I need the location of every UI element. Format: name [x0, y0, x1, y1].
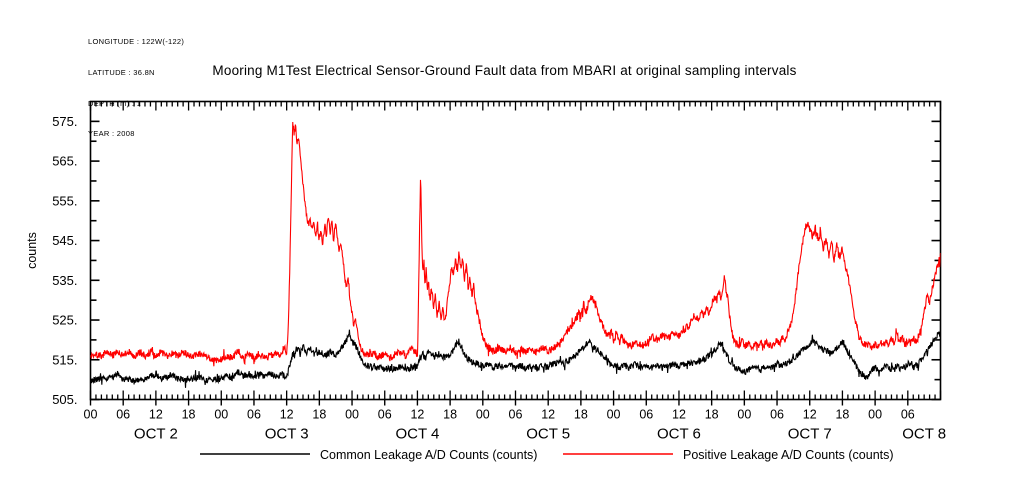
x-tick-label: 18: [574, 408, 588, 422]
x-tick-label: 12: [541, 408, 555, 422]
legend-label: Common Leakage A/D Counts (counts): [320, 448, 537, 462]
x-tick-label: 00: [84, 408, 98, 422]
metadata-year: YEAR : 2008: [88, 129, 135, 139]
x-tick-label: 18: [443, 408, 457, 422]
x-tick-label: 18: [182, 408, 196, 422]
x-tick-label: 06: [378, 408, 392, 422]
y-tick-label: 545.: [52, 233, 77, 248]
x-tick-label: 00: [868, 408, 882, 422]
x-tick-label: 18: [705, 408, 719, 422]
x-day-label: OCT 8: [902, 426, 946, 443]
x-day-label: OCT 3: [265, 426, 309, 443]
legend-label: Positive Leakage A/D Counts (counts): [683, 448, 894, 462]
chart-title: Mooring M1Test Electrical Sensor-Ground …: [212, 63, 797, 78]
x-day-label: OCT 4: [395, 426, 439, 443]
y-tick-label: 515.: [52, 352, 77, 367]
y-tick-label: 575.: [52, 114, 77, 129]
x-day-label: OCT 2: [134, 426, 178, 443]
metadata-depth: DEPTH (m) : 1: [88, 98, 142, 108]
y-axis-label: counts: [25, 232, 39, 269]
x-tick-label: 12: [410, 408, 424, 422]
series-line-positive-leakage: [90, 121, 941, 367]
x-tick-label: 06: [509, 408, 523, 422]
x-tick-label: 00: [476, 408, 490, 422]
x-tick-label: 00: [737, 408, 751, 422]
plot-frame: [89, 100, 942, 401]
x-tick-label: 12: [149, 408, 163, 422]
x-day-label: OCT 6: [657, 426, 701, 443]
y-tick-label: 535.: [52, 273, 77, 288]
x-tick-label: 00: [345, 408, 359, 422]
metadata-longitude: LONGITUDE : 122W(-122): [88, 37, 185, 47]
chart-legend: Common Leakage A/D Counts (counts) Positi…: [200, 448, 894, 462]
x-tick-label: 06: [639, 408, 653, 422]
x-axis: 00 06 12 18 00 06 12 18 00 06 12 18 00 06 12 18 00 06 12 18…: [84, 101, 946, 443]
y-tick-label: 505.: [52, 392, 77, 407]
x-tick-label: 12: [803, 408, 817, 422]
station-metadata: LONGITUDE : 122W(-122) LATITUDE : 36.8N …: [88, 17, 184, 160]
y-tick-label: 525.: [52, 313, 77, 328]
x-tick-label: 18: [312, 408, 326, 422]
x-tick-label: 12: [280, 408, 294, 422]
x-day-label: OCT 7: [788, 426, 832, 443]
x-tick-label: 12: [672, 408, 686, 422]
y-tick-label: 555.: [52, 193, 77, 208]
x-tick-label: 00: [607, 408, 621, 422]
y-axis: 505. 515. 525. 535. 545. 555. 565. 575. counts: [25, 114, 941, 407]
series-line-common-leakage: [90, 329, 941, 388]
x-tick-label: 00: [214, 408, 228, 422]
x-tick-label: 06: [770, 408, 784, 422]
x-tick-label: 18: [835, 408, 849, 422]
y-tick-label: 565.: [52, 154, 77, 169]
data-series-group: [90, 121, 941, 388]
x-day-label: OCT 5: [526, 426, 570, 443]
x-tick-label: 06: [901, 408, 915, 422]
x-tick-label: 06: [116, 408, 130, 422]
metadata-latitude: LATITUDE : 36.8N: [88, 68, 155, 78]
x-tick-label: 06: [247, 408, 261, 422]
